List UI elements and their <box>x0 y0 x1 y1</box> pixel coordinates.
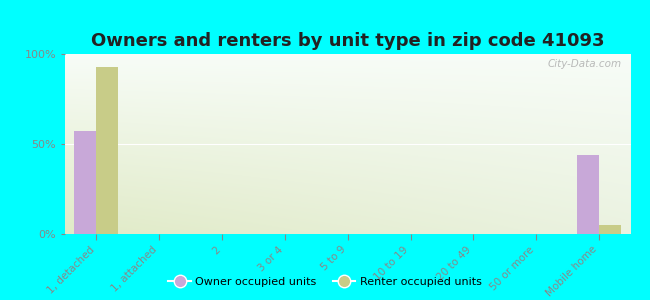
Bar <box>96 67 118 234</box>
Legend: Owner occupied units, Renter occupied units: Owner occupied units, Renter occupied un… <box>164 273 486 291</box>
Text: City-Data.com: City-Data.com <box>548 59 622 69</box>
Bar <box>599 225 621 234</box>
Bar <box>74 131 96 234</box>
Title: Owners and renters by unit type in zip code 41093: Owners and renters by unit type in zip c… <box>91 32 604 50</box>
Bar <box>577 155 599 234</box>
